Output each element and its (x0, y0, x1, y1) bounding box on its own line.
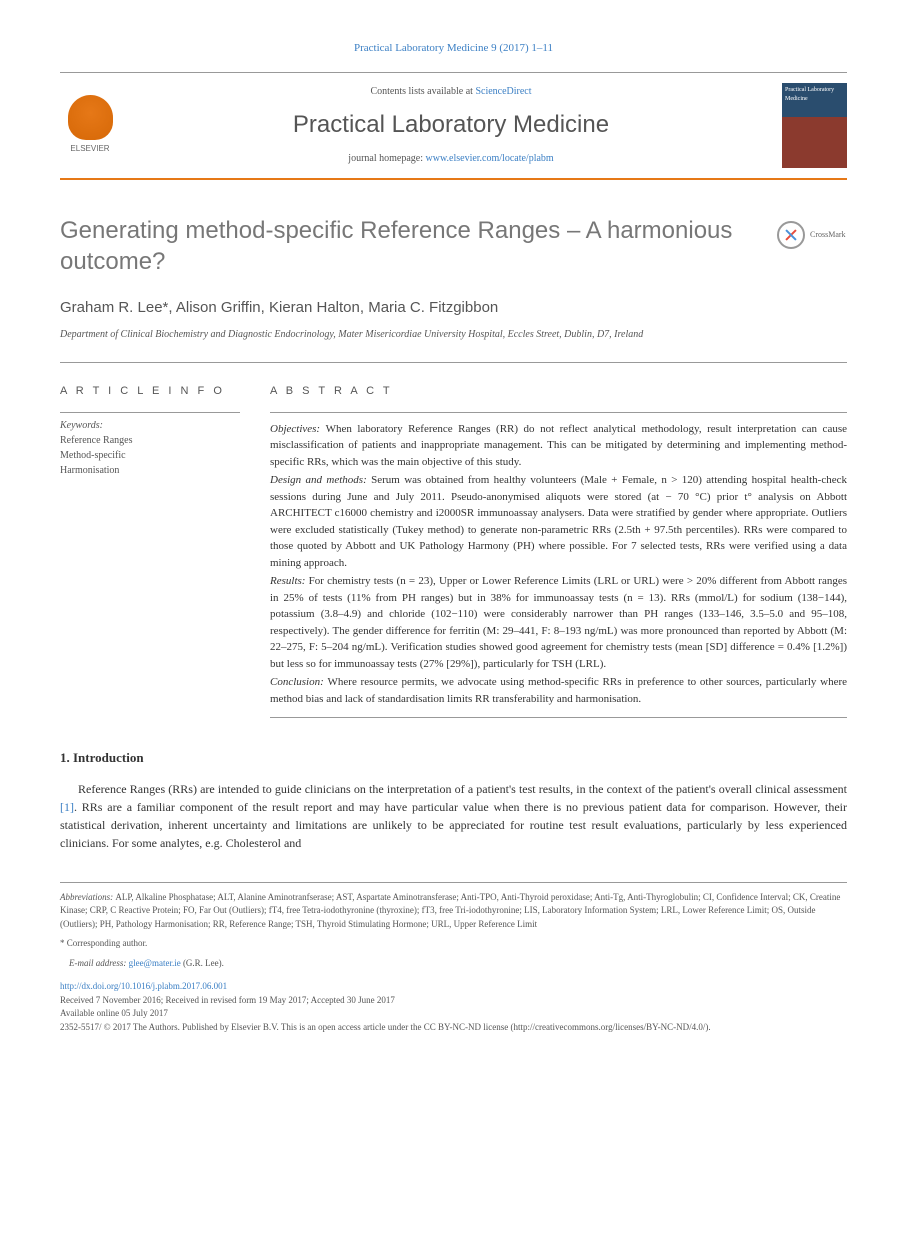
journal-title: Practical Laboratory Medicine (135, 107, 767, 143)
homepage-link[interactable]: www.elsevier.com/locate/plabm (426, 153, 554, 164)
email-suffix: (G.R. Lee). (181, 958, 224, 968)
email-link[interactable]: glee@mater.ie (129, 958, 181, 968)
article-title: Generating method-specific Reference Ran… (60, 215, 847, 277)
abstract-label: Results: (270, 575, 309, 587)
keyword: Method-specific (60, 448, 240, 463)
abstract-label: Objectives: (270, 423, 326, 435)
abstract-results: Results: For chemistry tests (n = 23), U… (270, 573, 847, 672)
intro-paragraph: Reference Ranges (RRs) are intended to g… (60, 780, 847, 852)
contents-line: Contents lists available at ScienceDirec… (135, 84, 767, 99)
abstract-text: When laboratory Reference Ranges (RR) do… (270, 423, 847, 468)
crossmark-label: CrossMark (810, 229, 846, 241)
elsevier-label: ELSEVIER (70, 143, 109, 155)
abstract-body: Objectives: When laboratory Reference Ra… (270, 412, 847, 719)
abbrev-label: Abbreviations: (60, 892, 115, 902)
header-box: ELSEVIER Contents lists available at Sci… (60, 72, 847, 180)
abstract-header: A B S T R A C T (270, 383, 847, 400)
contents-prefix: Contents lists available at (370, 86, 475, 97)
elsevier-tree-icon (68, 95, 113, 140)
header-center: Contents lists available at ScienceDirec… (135, 84, 767, 166)
info-abstract-row: A R T I C L E I N F O Keywords: Referenc… (60, 362, 847, 718)
elsevier-logo: ELSEVIER (60, 90, 120, 160)
homepage-line: journal homepage: www.elsevier.com/locat… (135, 151, 767, 166)
abstract-conclusion: Conclusion: Where resource permits, we a… (270, 674, 847, 707)
abstract-text: For chemistry tests (n = 23), Upper or L… (270, 575, 847, 670)
journal-cover-thumb: Practical Laboratory Medicine (782, 83, 847, 168)
keyword: Harmonisation (60, 463, 240, 478)
homepage-prefix: journal homepage: (348, 153, 425, 164)
corresponding-author: * Corresponding author. (60, 937, 847, 951)
crossmark-badge[interactable]: CrossMark (777, 215, 847, 255)
email-line: E-mail address: glee@mater.ie (G.R. Lee)… (60, 957, 847, 971)
abstract-label: Conclusion: (270, 676, 328, 688)
affiliation: Department of Clinical Biochemistry and … (60, 327, 847, 342)
article-info-col: A R T I C L E I N F O Keywords: Referenc… (60, 383, 240, 718)
intro-heading: 1. Introduction (60, 748, 847, 768)
available-line: Available online 05 July 2017 (60, 1007, 847, 1021)
article-info-header: A R T I C L E I N F O (60, 383, 240, 400)
sciencedirect-link[interactable]: ScienceDirect (475, 86, 531, 97)
email-label: E-mail address: (69, 958, 129, 968)
abstract-objectives: Objectives: When laboratory Reference Ra… (270, 421, 847, 471)
keywords-label: Keywords: (60, 412, 240, 433)
license-line: 2352-5517/ © 2017 The Authors. Published… (60, 1021, 847, 1035)
doi-link[interactable]: http://dx.doi.org/10.1016/j.plabm.2017.0… (60, 980, 847, 994)
abbreviations: Abbreviations: ALP, Alkaline Phosphatase… (60, 891, 847, 932)
crossmark-icon (777, 221, 805, 249)
abstract-text: Serum was obtained from healthy voluntee… (270, 474, 847, 569)
journal-reference: Practical Laboratory Medicine 9 (2017) 1… (60, 40, 847, 57)
abbrev-text: ALP, Alkaline Phosphatase; ALT, Alanine … (60, 892, 840, 929)
abstract-design: Design and methods: Serum was obtained f… (270, 472, 847, 571)
received-line: Received 7 November 2016; Received in re… (60, 994, 847, 1008)
abstract-text: Where resource permits, we advocate usin… (270, 676, 847, 705)
abstract-col: A B S T R A C T Objectives: When laborat… (270, 383, 847, 718)
abstract-label: Design and methods: (270, 474, 371, 486)
keyword: Reference Ranges (60, 433, 240, 448)
authors-line: Graham R. Lee*, Alison Griffin, Kieran H… (60, 297, 847, 320)
citation-link-1[interactable]: [1] (60, 800, 74, 814)
footer: Abbreviations: ALP, Alkaline Phosphatase… (60, 882, 847, 1035)
